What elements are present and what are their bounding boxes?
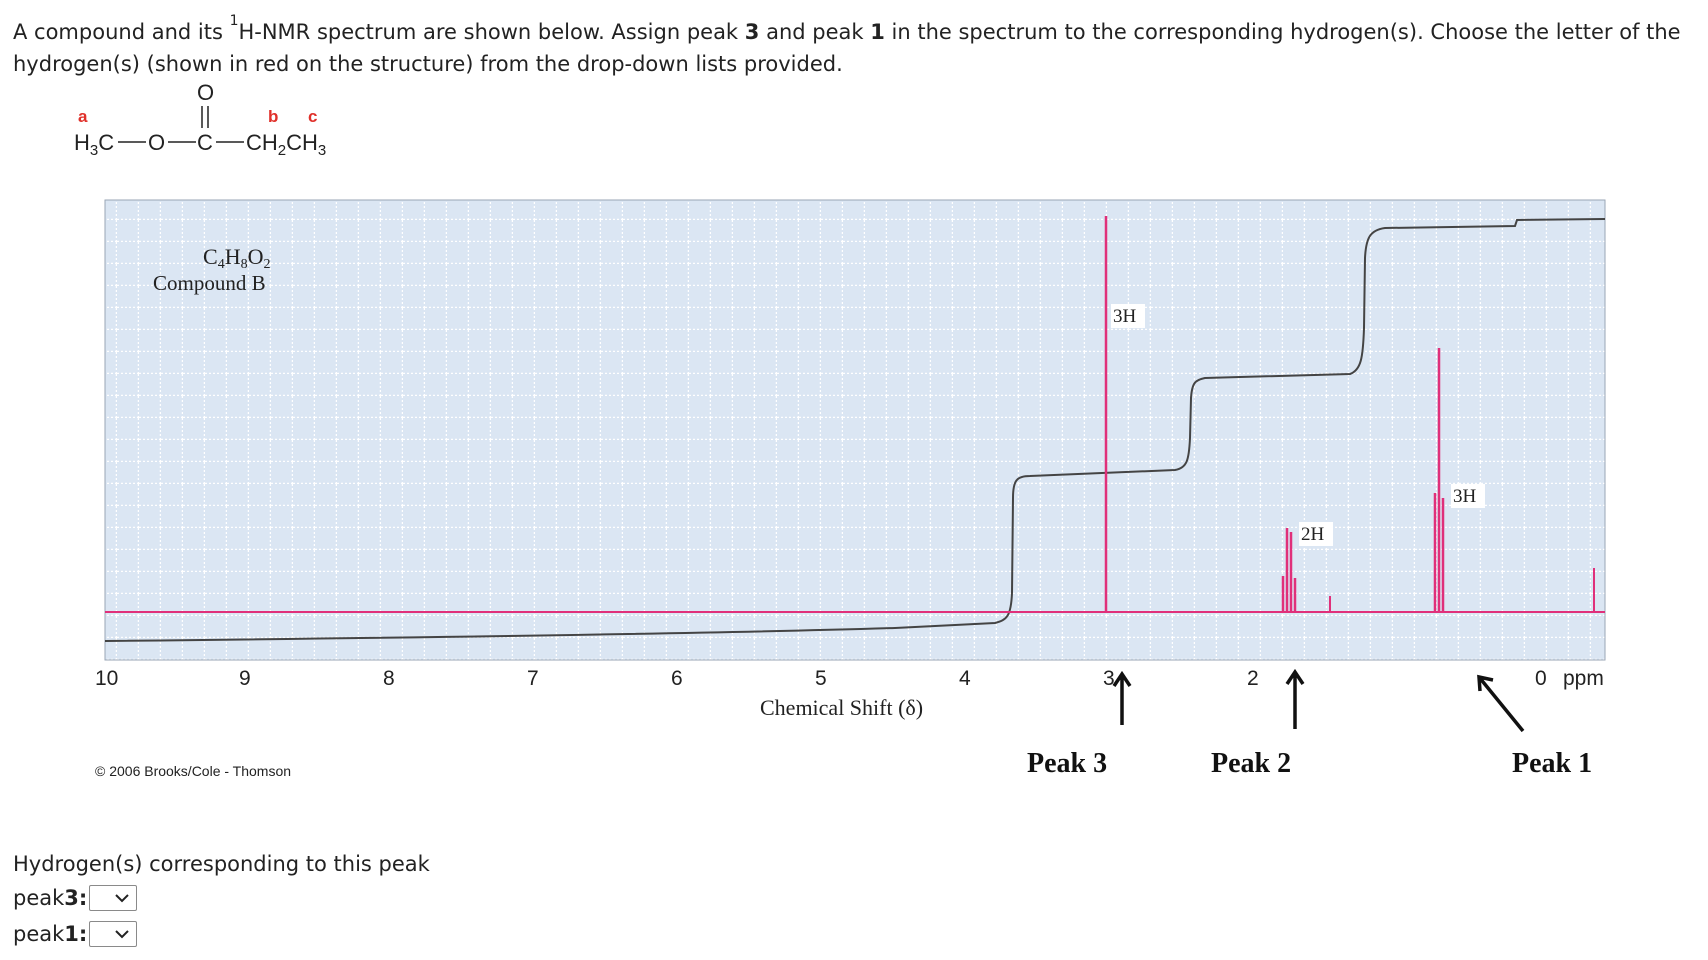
integration-curve xyxy=(104,218,1606,642)
svg-text:CH2CH3: CH2CH3 xyxy=(246,130,326,159)
x-tick-7: 7 xyxy=(527,667,539,690)
question-part-3: and peak xyxy=(759,20,871,44)
question-part-2: H-NMR spectrum are shown below. Assign p… xyxy=(238,20,745,44)
formula-subscript-8: 8 xyxy=(241,257,248,272)
integration-label-3H-right: 3H xyxy=(1453,486,1477,507)
question-text: A compound and its 1H-NMR spectrum are s… xyxy=(13,13,1703,80)
peak-3-arrow-icon xyxy=(1112,670,1132,725)
x-tick-9: 9 xyxy=(239,667,251,690)
question-peak-1: 1 xyxy=(870,20,885,44)
answer-row-colon: : xyxy=(78,922,88,946)
formula-O: O xyxy=(248,244,264,269)
chemical-structure: a b c O H3C O C CH2CH3 xyxy=(74,82,326,159)
question-part-4: in the spectrum to the corresponding hyd… xyxy=(13,20,1681,76)
answer-section: Hydrogen(s) corresponding to this peak p… xyxy=(13,848,430,952)
x-tick-4: 4 xyxy=(959,667,971,690)
methyl-H: H xyxy=(74,130,90,155)
peak-3-dropdown[interactable] xyxy=(89,885,138,911)
ethyl-subscript-2: 2 xyxy=(278,142,286,159)
integration-label-2H: 2H xyxy=(1301,524,1325,545)
compound-name: Compound B xyxy=(153,271,266,295)
question-peak-3: 3 xyxy=(744,20,760,44)
methyl-subscript-3: 3 xyxy=(90,142,98,159)
svg-text:C4H8O2: C4H8O2 xyxy=(203,244,270,272)
spectrum-plot-area xyxy=(104,199,1606,661)
peak-1-label: Peak 1 xyxy=(1512,748,1592,778)
answer-row-prefix: peak xyxy=(13,886,65,910)
peak-1-dropdown[interactable] xyxy=(89,921,138,947)
ester-oxygen: O xyxy=(148,130,165,155)
x-tick-3: 3 xyxy=(1103,667,1115,690)
carbonyl-carbon: C xyxy=(197,130,213,155)
ethyl-subscript-3: 3 xyxy=(318,142,326,159)
x-axis-label: Chemical Shift (δ) xyxy=(760,695,923,720)
superscript-1: 1 xyxy=(229,13,239,29)
answer-row-peak-1: peak 1: xyxy=(13,916,430,952)
x-tick-5: 5 xyxy=(815,667,827,690)
svg-text:H3C: H3C xyxy=(74,130,114,159)
peak-2-arrow-icon xyxy=(1285,668,1305,729)
x-tick-6: 6 xyxy=(671,667,683,690)
peak-1-arrow-icon xyxy=(1477,674,1525,733)
structure-oxygen-carbonyl: O xyxy=(197,82,214,105)
answer-row-prefix: peak xyxy=(13,922,65,946)
answer-row-peak-number: 1 xyxy=(64,922,79,946)
nmr-spectrum-figure: C4H8O2 Compound B 3H 2H 3H 10 9 8 7 6 5 … xyxy=(95,199,1606,778)
peak-3-label: Peak 3 xyxy=(1027,748,1107,778)
answer-caption: Hydrogen(s) corresponding to this peak xyxy=(13,852,430,876)
answer-row-peak-number: 3 xyxy=(64,886,79,910)
answer-row-peak-3: peak 3: xyxy=(13,880,430,916)
structure-label-c: c xyxy=(308,107,317,126)
chevron-down-icon xyxy=(115,930,130,939)
integration-label-3H-left: 3H xyxy=(1113,306,1137,327)
question-part-1: A compound and its xyxy=(13,20,230,44)
x-tick-2: 2 xyxy=(1247,667,1259,690)
structure-label-a: a xyxy=(78,107,88,126)
formula-subscript-2: 2 xyxy=(263,257,270,272)
structure-label-b: b xyxy=(268,107,278,126)
formula-H: H xyxy=(225,244,241,269)
formula-subscript-4: 4 xyxy=(218,257,225,272)
x-tick-0: 0 xyxy=(1535,667,1547,690)
x-unit: ppm xyxy=(1563,667,1604,690)
formula-C: C xyxy=(203,244,218,269)
methyl-C: C xyxy=(98,130,114,155)
x-tick-10: 10 xyxy=(95,667,118,690)
copyright-notice: © 2006 Brooks/Cole - Thomson xyxy=(95,763,291,778)
x-tick-8: 8 xyxy=(383,667,395,690)
ethyl-CH: CH xyxy=(246,130,278,155)
chevron-down-icon xyxy=(115,894,130,903)
peak-2-label: Peak 2 xyxy=(1211,748,1291,778)
ethyl-CH-2: CH xyxy=(286,130,318,155)
answer-row-colon: : xyxy=(78,886,88,910)
